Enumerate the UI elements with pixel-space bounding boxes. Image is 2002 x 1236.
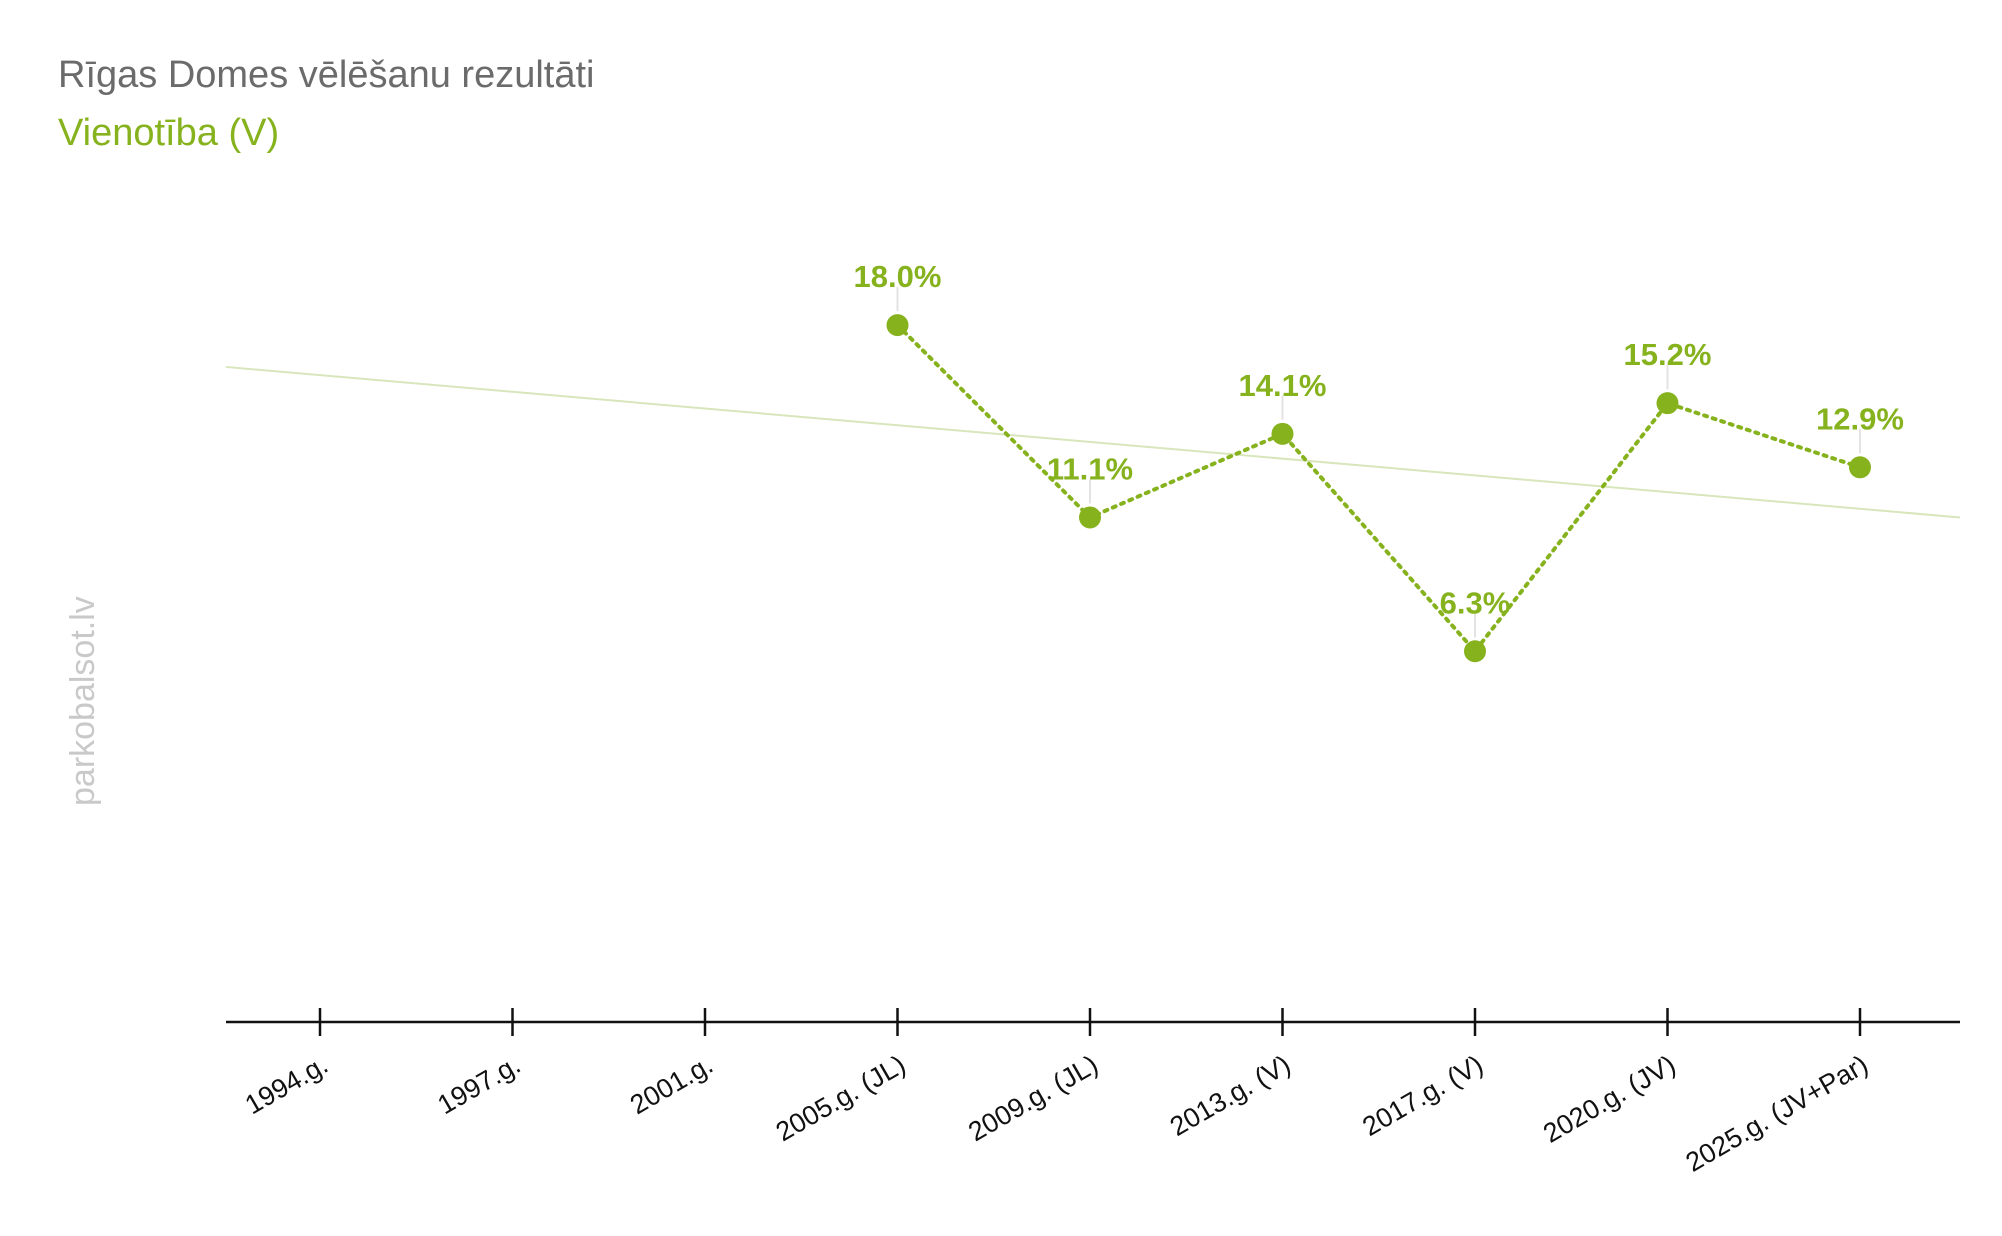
chart-subtitle: Vienotība (V) — [58, 112, 280, 154]
data-point — [1271, 422, 1294, 445]
data-point — [1849, 456, 1871, 479]
data-point — [1079, 506, 1101, 529]
x-tick-label: 2025.g. (JV+Par) — [1681, 1049, 1873, 1177]
data-label: 12.9% — [1816, 401, 1904, 436]
series-line — [895, 323, 1862, 655]
chart-title: Rīgas Domes vēlēšanu rezultāti — [58, 54, 595, 96]
data-label: 18.0% — [854, 259, 942, 294]
x-axis-ticks — [318, 1008, 1862, 1036]
data-label: 6.3% — [1440, 585, 1511, 620]
data-point — [1656, 392, 1679, 415]
data-label-stems — [896, 287, 1861, 638]
x-tick-label: 2017.g. (V) — [1357, 1049, 1488, 1142]
x-tick-label: 2009.g. (JL) — [963, 1049, 1103, 1147]
data-point — [1464, 640, 1486, 663]
data-point — [886, 314, 909, 337]
data-labels: 18.0% 11.1% 14.1% 6.3% 15.2% 12.9% — [854, 259, 1904, 620]
data-points — [886, 314, 1871, 663]
data-label: 15.2% — [1624, 337, 1712, 372]
data-label: 14.1% — [1239, 368, 1327, 403]
x-tick-label: 2005.g. (JL) — [771, 1049, 911, 1147]
x-tick-label: 2020.g. (JV) — [1538, 1049, 1680, 1149]
x-tick-label: 1994.g. — [240, 1049, 333, 1120]
x-tick-label: 2013.g. (V) — [1165, 1049, 1296, 1142]
x-tick-label: 2001.g. — [625, 1049, 718, 1120]
trend-line — [225, 365, 1961, 519]
x-tick-label: 1997.g. — [432, 1049, 525, 1120]
x-axis-tick-labels: 1994.g. 1997.g. 2001.g. 2005.g. (JL) 2009.g.… — [240, 1049, 1873, 1177]
data-label: 11.1% — [1047, 451, 1133, 486]
